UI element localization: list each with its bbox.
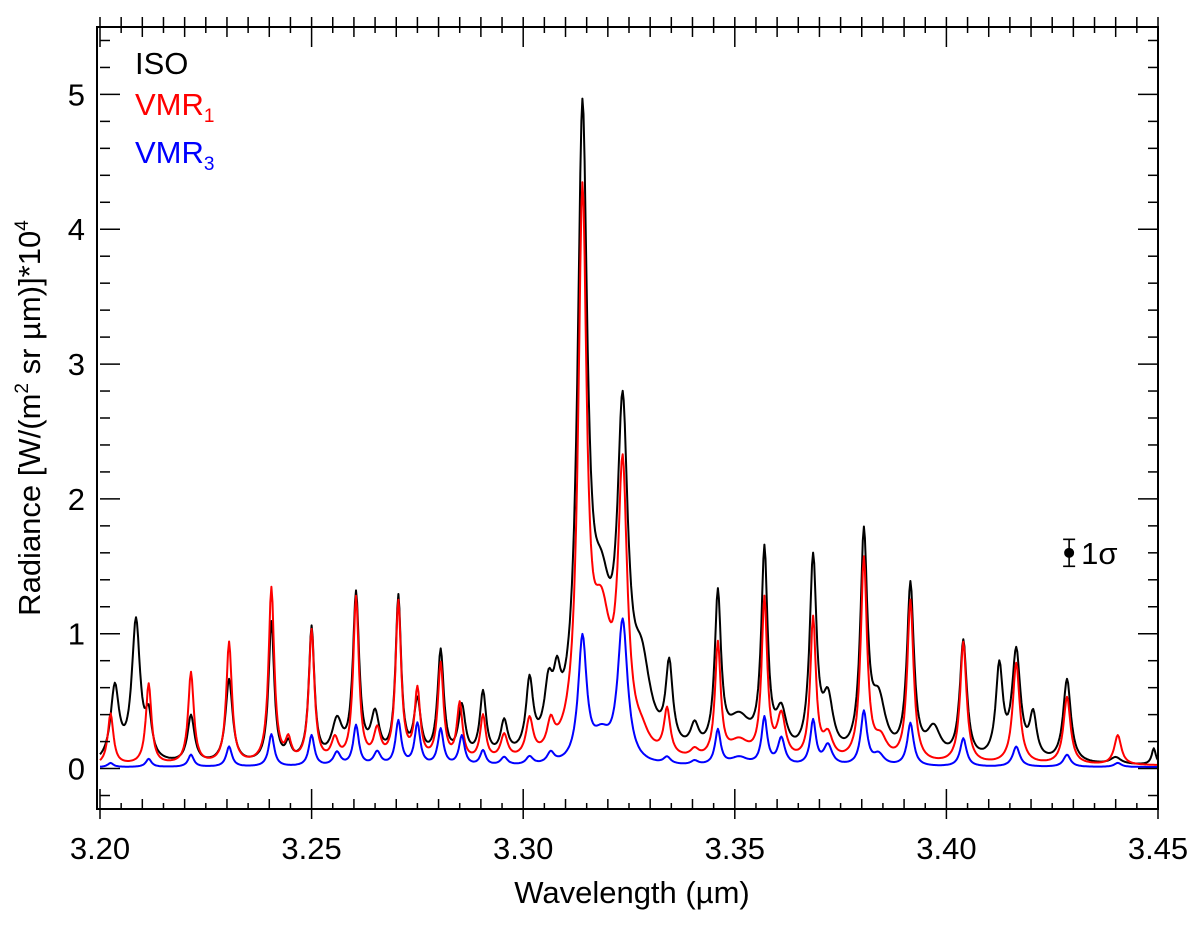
- legend-entry-iso: ISO: [135, 46, 188, 81]
- y-axis-title: Radiance [W/(m2 sr µm)]*104: [12, 220, 47, 616]
- y-axis-title-sup1: 2: [12, 383, 33, 394]
- series-line-vmr1: [99, 181, 1158, 766]
- y-axis-title-part1: Radiance [W/(m: [12, 394, 47, 616]
- error-bar-label: 1σ: [1081, 536, 1117, 571]
- x-tick-label: 3.20: [70, 831, 130, 866]
- y-tick-label: 2: [68, 482, 85, 517]
- x-axis-title: Wavelength (µm): [514, 875, 750, 910]
- x-tick-label: 3.30: [493, 831, 553, 866]
- legend-label-vmr3: VMR: [135, 135, 204, 170]
- x-tick-label: 3.40: [916, 831, 976, 866]
- x-tick-label: 3.45: [1128, 831, 1188, 866]
- y-axis-title-part2: sr: [12, 340, 47, 383]
- x-tick-label: 3.35: [705, 831, 765, 866]
- plot-frame: [96, 26, 1159, 810]
- series-line-vmr3: [100, 617, 1158, 768]
- legend: ISO VMR1 VMR3: [135, 46, 214, 175]
- x-axis-title-main: Wavelength (: [514, 875, 696, 910]
- y-tick-label: 4: [68, 212, 85, 247]
- ticks-layer: 3.20 3.25 3.30 3.35 3.40 3.45 0 1 2 3 4 5: [68, 17, 1188, 866]
- error-bar-point: [1064, 547, 1075, 558]
- y-tick-label: 5: [68, 77, 85, 112]
- y-tick-label: 3: [68, 347, 85, 382]
- legend-sub-vmr1: 1: [204, 106, 215, 127]
- x-axis-title-close: ): [739, 875, 749, 910]
- legend-sub-vmr3: 3: [204, 154, 215, 175]
- legend-entry-vmr1: VMR1: [135, 87, 214, 127]
- x-axis-title-unit: µm: [696, 875, 740, 910]
- y-tick-label: 1: [68, 617, 85, 652]
- legend-label-vmr1: VMR: [135, 87, 204, 122]
- legend-entry-vmr3: VMR3: [135, 135, 214, 175]
- series-layer: [99, 97, 1159, 768]
- y-axis-title-unit: µm: [12, 296, 47, 340]
- y-axis-title-part3: )]*10: [12, 231, 47, 296]
- y-axis-title-sup2: 4: [12, 220, 33, 231]
- legend-label-iso: ISO: [135, 46, 188, 81]
- error-bar-1sigma: 1σ: [1063, 536, 1118, 571]
- x-tick-label: 3.25: [281, 831, 341, 866]
- y-tick-label: 0: [68, 752, 85, 787]
- y-axis-title-group: Radiance [W/(m2 sr µm)]*104: [12, 220, 47, 616]
